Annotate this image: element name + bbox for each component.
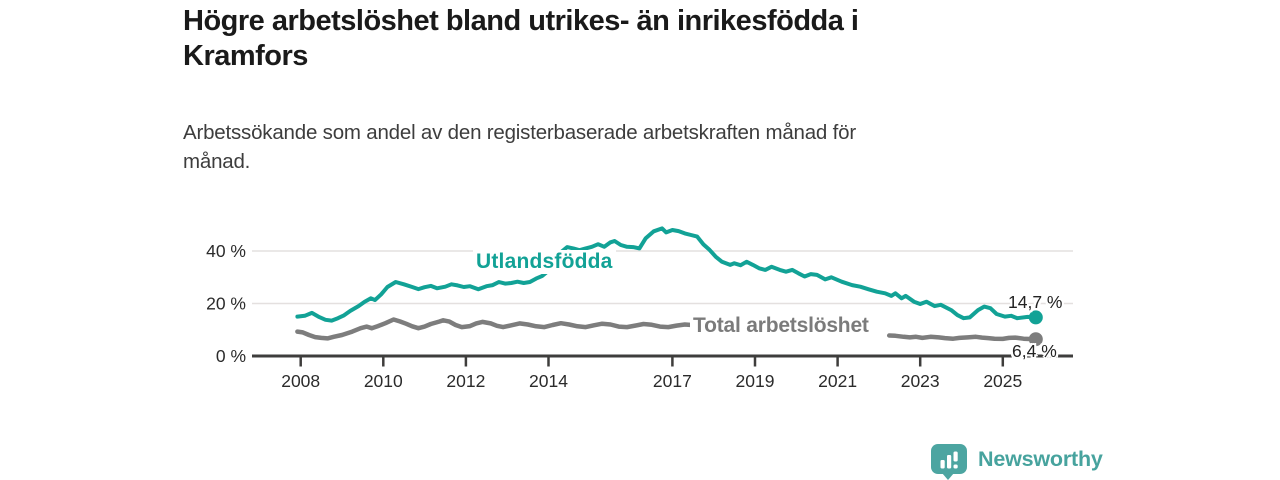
x-tick-label-2014: 2014 xyxy=(529,371,568,391)
x-tick-label-2010: 2010 xyxy=(364,371,403,391)
x-tick-label-2025: 2025 xyxy=(983,371,1022,391)
x-tick-label-2019: 2019 xyxy=(736,371,775,391)
y-tick-label-0: 0 % xyxy=(216,346,246,366)
x-tick-label-2012: 2012 xyxy=(446,371,485,391)
newsworthy-bar-chart-bubble-icon xyxy=(931,444,967,480)
x-tick-label-2021: 2021 xyxy=(818,371,857,391)
chart-title-line2: Kramfors xyxy=(183,39,308,72)
newsworthy-logo[interactable]: Newsworthy xyxy=(930,444,1103,480)
series-label-total-arbetsloshet: Total arbetslöshet xyxy=(690,314,872,339)
y-tick-label-40: 40 % xyxy=(206,241,246,261)
chart-subtitle-line1: Arbetssökande som andel av den registerb… xyxy=(183,121,856,144)
series-label-utlandsfodda: Utlandsfödda xyxy=(473,250,616,275)
chart-title-line1: Högre arbetslöshet bland utrikes- än inr… xyxy=(183,5,859,37)
utlandsfodda-line-segment-1 xyxy=(295,226,1038,323)
end-value-label-utlandsfodda: 14,7 % xyxy=(1008,292,1063,312)
chart-title: Högre arbetslöshet bland utrikes- än inr… xyxy=(183,4,1083,74)
y-tick-label-20: 20 % xyxy=(206,294,246,314)
x-tick-label-2017: 2017 xyxy=(653,371,692,391)
total-end-dot xyxy=(1028,332,1043,347)
end-value-label-total: 6,4 % xyxy=(1012,341,1057,361)
chart-subtitle: Arbetssökande som andel av den registerb… xyxy=(183,118,1083,176)
utlandsfodda-end-dot xyxy=(1028,310,1043,325)
x-tick-label-2008: 2008 xyxy=(281,371,320,391)
newsworthy-wordmark: Newsworthy xyxy=(978,447,1103,471)
total-line-segment-2 xyxy=(886,333,1039,342)
chart-subtitle-line2: månad. xyxy=(183,150,251,174)
x-tick-label-2023: 2023 xyxy=(901,371,940,391)
total-line-segment-1 xyxy=(295,317,698,341)
